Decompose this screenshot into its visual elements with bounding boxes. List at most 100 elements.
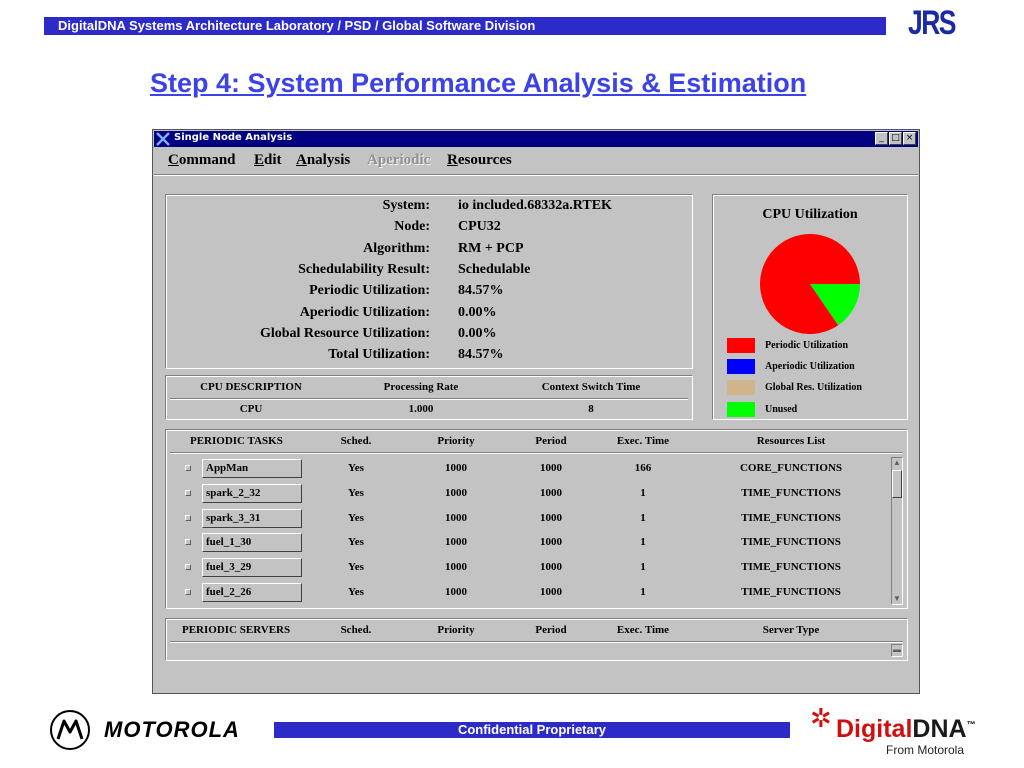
task-name-button[interactable]: spark_3_31 [202,508,302,528]
close-icon[interactable]: × [903,132,916,145]
menu-command[interactable]: Command [168,152,236,169]
servers-header-priority: Priority [437,624,475,636]
task-exec-cell: 1 [640,511,646,524]
slide-title: Step 4: System Performance Analysis & Es… [150,68,807,98]
task-sched-cell: Yes [348,462,364,474]
window-controls: _ □ × [875,132,916,145]
task-priority-cell: 1000 [445,486,467,499]
servers-header-type: Server Type [762,624,820,636]
cpu-value-context-switch: 8 [588,403,594,415]
menu-aperiodic[interactable]: Aperiodic [367,152,430,169]
minimize-icon[interactable]: _ [875,132,888,145]
dna-star-icon: ✲ [810,703,832,733]
task-priority-cell: 1000 [445,561,467,574]
servers-header-exec: Exec. Time [616,624,670,636]
legend-swatch [727,401,755,417]
dna-trademark: ™ [966,719,976,730]
task-priority-cell: 1000 [445,536,467,549]
task-name-button[interactable]: fuel_1_30 [202,533,302,553]
task-toggle-icon[interactable] [185,589,191,595]
summary-value: io included.68332a.RTEK [458,198,612,213]
task-name-button[interactable]: fuel_2_26 [202,583,302,602]
tasks-vertical-scrollbar[interactable]: ▲ ▼ [891,457,903,605]
legend-label: Aperiodic Utilization [765,361,855,373]
task-resources-cell: CORE_FUNCTIONS [739,462,843,474]
dna-subtitle: From Motorola [886,743,965,757]
summary-label: Algorithm: [363,240,430,256]
task-exec-cell: 166 [634,462,652,474]
menu-command-label: ommand [178,152,236,168]
task-name-button[interactable]: AppMan [202,459,302,478]
menu-analysis[interactable]: Analysis [296,152,350,169]
scroll-thumb[interactable] [892,470,902,498]
task-exec-cell: 1 [640,586,646,598]
cpu-header-divider [170,398,688,400]
servers-scroll-icon[interactable]: ▬ [893,645,901,654]
task-toggle-icon[interactable] [185,514,191,521]
task-sched-cell: Yes [348,511,364,524]
header-bar-text: DigitalDNA Systems Architecture Laborato… [58,18,536,33]
task-exec-cell: 1 [640,536,646,549]
task-name-button[interactable]: fuel_3_29 [202,558,302,578]
summary-value: CPU32 [458,219,501,235]
scroll-down-icon[interactable]: ▼ [893,594,901,603]
task-name-button[interactable]: spark_2_32 [202,483,302,503]
servers-header-name: PERIODIC SERVERS [182,624,291,636]
summary-label: Total Utilization: [328,347,430,363]
cpu-header-description: CPU DESCRIPTION [200,381,302,393]
task-exec-cell: 1 [640,486,646,499]
task-toggle-icon[interactable] [185,489,191,496]
task-sched-cell: Yes [348,486,364,499]
task-sched-cell: Yes [348,536,364,549]
summary-row: Aperiodic Utilization: 0.00% [166,305,692,326]
servers-header-divider [170,641,903,643]
task-toggle-icon[interactable] [185,539,191,546]
cpu-value-description: CPU [239,403,263,415]
task-priority-cell: 1000 [445,586,467,598]
task-sched-cell: Yes [348,561,364,574]
digitaldna-logo: ✲ DigitalDNA™ From Motorola [810,705,980,760]
summary-label: Node: [394,219,430,235]
confidential-text: Confidential Proprietary [457,722,607,737]
summary-panel: System: io included.68332a.RTEK Node: CPU32… [165,194,693,369]
task-toggle-icon[interactable] [185,465,191,471]
tasks-header-priority: Priority [437,435,475,447]
tasks-header-exec: Exec. Time [616,435,670,447]
menu-separator [154,174,918,176]
periodic-servers-panel: PERIODIC SERVERS Sched. Priority Period … [165,618,908,661]
scroll-up-icon[interactable]: ▲ [893,458,901,467]
tasks-header-sched: Sched. [340,435,372,447]
task-row: spark_3_31 Yes 1000 1000 1 TIME_FUNCTIONS [166,508,886,531]
dna-wordmark: DigitalDNA™ [836,715,976,744]
task-resources-cell: TIME_FUNCTIONS [741,536,841,549]
servers-vertical-scrollbar[interactable]: ▬ [891,644,903,657]
menu-resources-label: esources [457,152,512,168]
task-toggle-icon[interactable] [185,564,191,571]
maximize-icon[interactable]: □ [889,132,902,145]
tasks-header-name: PERIODIC TASKS [190,435,283,447]
task-priority-cell: 1000 [445,511,467,524]
summary-row: Algorithm: RM + PCP [166,241,692,262]
summary-label: Global Resource Utilization: [259,325,430,341]
menu-edit-mnemonic: E [254,152,265,168]
menu-edit[interactable]: Edit [254,152,282,169]
header-bar: DigitalDNA Systems Architecture Laborato… [44,17,886,35]
task-resources-cell: TIME_FUNCTIONS [741,511,841,524]
single-node-analysis-window: Single Node Analysis _ □ × Command Edit … [152,129,920,694]
chart-title: CPU Utilization [762,207,858,222]
summary-value: 84.57% [458,283,504,299]
cpu-utilization-pie [760,234,860,334]
cpu-header-context-switch: Context Switch Time [541,381,641,393]
window-titlebar[interactable]: Single Node Analysis _ □ × [154,131,918,147]
summary-value: 0.00% [458,304,497,320]
menu-resources[interactable]: Resources [447,152,512,169]
menu-command-mnemonic: C [168,152,179,168]
task-priority-cell: 1000 [445,462,467,474]
task-row: AppMan Yes 1000 1000 166 CORE_FUNCTIONS [166,459,886,481]
task-row: fuel_2_26 Yes 1000 1000 1 TIME_FUNCTIONS [166,583,886,605]
summary-row: Node: CPU32 [166,219,692,240]
task-resources-cell: TIME_FUNCTIONS [741,586,841,598]
summary-row: Periodic Utilization: 84.57% [166,283,692,304]
menu-analysis-mnemonic: A [296,152,307,168]
cpu-value-processing-rate: 1.000 [408,403,434,415]
